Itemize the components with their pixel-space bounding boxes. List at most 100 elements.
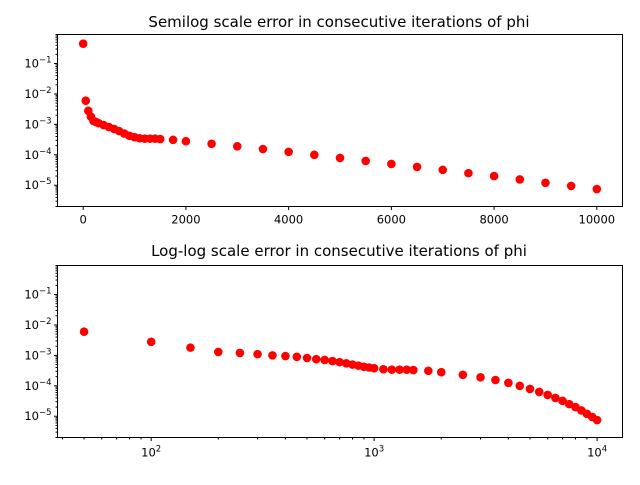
- semilog-panel: Semilog scale error in consecutive itera…: [24, 13, 623, 227]
- semilog-markers: [78, 39, 602, 194]
- semilog-y-tick-label: 10−1: [24, 56, 51, 71]
- loglog-y-tick-label-base: 10: [24, 288, 39, 302]
- loglog-x-tick-label-exponent: 2: [156, 445, 161, 455]
- semilog-y-tick-label-exponent: −4: [39, 147, 52, 157]
- loglog-data-point: [302, 353, 312, 363]
- semilog-x-tick-label: 4000: [274, 213, 303, 227]
- loglog-data-point: [281, 351, 290, 361]
- semilog-y-tick-label: 10−2: [24, 86, 51, 101]
- loglog-data-point: [146, 337, 156, 347]
- loglog-data-point: [214, 347, 223, 357]
- loglog-data-point: [311, 354, 321, 364]
- loglog-y-tick-label-base: 10: [24, 409, 39, 423]
- loglog-data-point: [379, 364, 388, 374]
- semilog-y-tick-label: 10−3: [24, 116, 51, 131]
- loglog-axes-frame: [57, 265, 623, 438]
- semilog-x-tick-label: 2000: [171, 213, 200, 227]
- semilog-data-point: [438, 165, 448, 175]
- semilog-data-point: [566, 181, 576, 191]
- semilog-data-point: [541, 178, 550, 188]
- loglog-chart-title: Log-log scale error in consecutive itera…: [151, 242, 527, 260]
- loglog-markers: [79, 327, 602, 425]
- semilog-axes-frame: [57, 34, 623, 207]
- semilog-data-point: [168, 135, 178, 145]
- loglog-x-tick-label-base: 10: [587, 446, 602, 460]
- semilog-data-point: [207, 139, 216, 149]
- loglog-data-point: [402, 365, 412, 374]
- semilog-x-tick-label: 6000: [377, 213, 406, 227]
- loglog-y-tick-label-exponent: −5: [39, 408, 52, 418]
- semilog-data-point: [155, 134, 165, 144]
- loglog-x-tick-label-base: 10: [364, 446, 379, 460]
- loglog-data-point: [558, 396, 567, 406]
- loglog-data-point: [534, 387, 544, 397]
- loglog-data-point: [292, 352, 302, 362]
- loglog-data-point: [458, 370, 468, 380]
- loglog-y-tick-label-exponent: −1: [39, 287, 52, 297]
- semilog-x-tick-label: 0: [80, 213, 87, 227]
- loglog-y-tick-label-exponent: −2: [39, 317, 52, 327]
- loglog-data-point: [320, 355, 329, 365]
- semilog-data-point: [592, 184, 602, 194]
- loglog-data-point: [253, 349, 262, 359]
- loglog-x-tick-label-base: 10: [141, 446, 156, 460]
- loglog-y-tick-label: 10−1: [24, 287, 51, 302]
- loglog-data-point: [335, 357, 344, 367]
- semilog-y-tick-label-base: 10: [24, 178, 39, 192]
- semilog-data-point: [515, 175, 525, 184]
- loglog-data-point: [395, 365, 404, 374]
- semilog-data-point: [284, 147, 293, 157]
- semilog-y-tick-label: 10−4: [24, 147, 51, 162]
- loglog-data-point: [369, 363, 379, 373]
- loglog-y-ticks: 10−110−210−310−410−5: [24, 265, 58, 438]
- loglog-y-tick-label: 10−4: [24, 378, 51, 393]
- semilog-data-point: [387, 159, 396, 169]
- semilog-data-point: [335, 153, 345, 163]
- loglog-y-tick-label-base: 10: [24, 348, 39, 362]
- loglog-data-point: [186, 343, 195, 352]
- loglog-data-point: [491, 375, 500, 385]
- semilog-data-point: [310, 150, 319, 160]
- semilog-y-tick-label-base: 10: [24, 87, 39, 101]
- semilog-y-tick-label-base: 10: [24, 148, 39, 162]
- loglog-data-point: [268, 351, 277, 360]
- semilog-data-point: [181, 136, 191, 146]
- loglog-data-point: [525, 384, 535, 394]
- semilog-y-tick-label-exponent: −3: [39, 116, 52, 126]
- loglog-data-point: [235, 348, 245, 358]
- loglog-data-point: [79, 327, 89, 337]
- loglog-data-point: [424, 366, 433, 376]
- loglog-data-point: [592, 415, 602, 425]
- semilog-x-ticks: 0 2000 4000 6000 8000 10000: [80, 206, 616, 227]
- loglog-data-point: [504, 378, 513, 388]
- loglog-x-ticks: 102 103 104: [61, 437, 607, 460]
- loglog-y-tick-label: 10−5: [24, 408, 51, 423]
- loglog-data-point: [476, 373, 485, 382]
- loglog-y-tick-label-exponent: −3: [39, 347, 52, 357]
- semilog-data-point: [258, 144, 268, 154]
- loglog-x-tick-label: 104: [587, 445, 607, 460]
- loglog-data-point: [328, 356, 337, 366]
- semilog-x-tick-label: 10000: [579, 213, 616, 227]
- loglog-y-tick-label: 10−3: [24, 347, 51, 362]
- semilog-y-tick-label-base: 10: [24, 117, 39, 131]
- semilog-y-tick-label-exponent: −5: [39, 177, 52, 187]
- semilog-y-tick-label-exponent: −2: [39, 86, 52, 96]
- semilog-x-tick-label: 8000: [479, 213, 508, 227]
- semilog-data-point: [81, 96, 91, 106]
- semilog-y-tick-label: 10−5: [24, 177, 51, 192]
- semilog-data-point: [489, 171, 499, 181]
- loglog-data-point: [515, 381, 525, 391]
- semilog-chart-title: Semilog scale error in consecutive itera…: [148, 13, 529, 31]
- loglog-y-tick-label-exponent: −4: [39, 378, 52, 388]
- semilog-data-point: [464, 168, 473, 178]
- loglog-data-point: [551, 393, 560, 403]
- semilog-data-point: [361, 156, 370, 166]
- loglog-x-tick-label: 102: [141, 445, 161, 460]
- loglog-data-point: [543, 390, 552, 400]
- loglog-data-point: [436, 367, 446, 377]
- loglog-x-tick-label-exponent: 3: [379, 445, 384, 455]
